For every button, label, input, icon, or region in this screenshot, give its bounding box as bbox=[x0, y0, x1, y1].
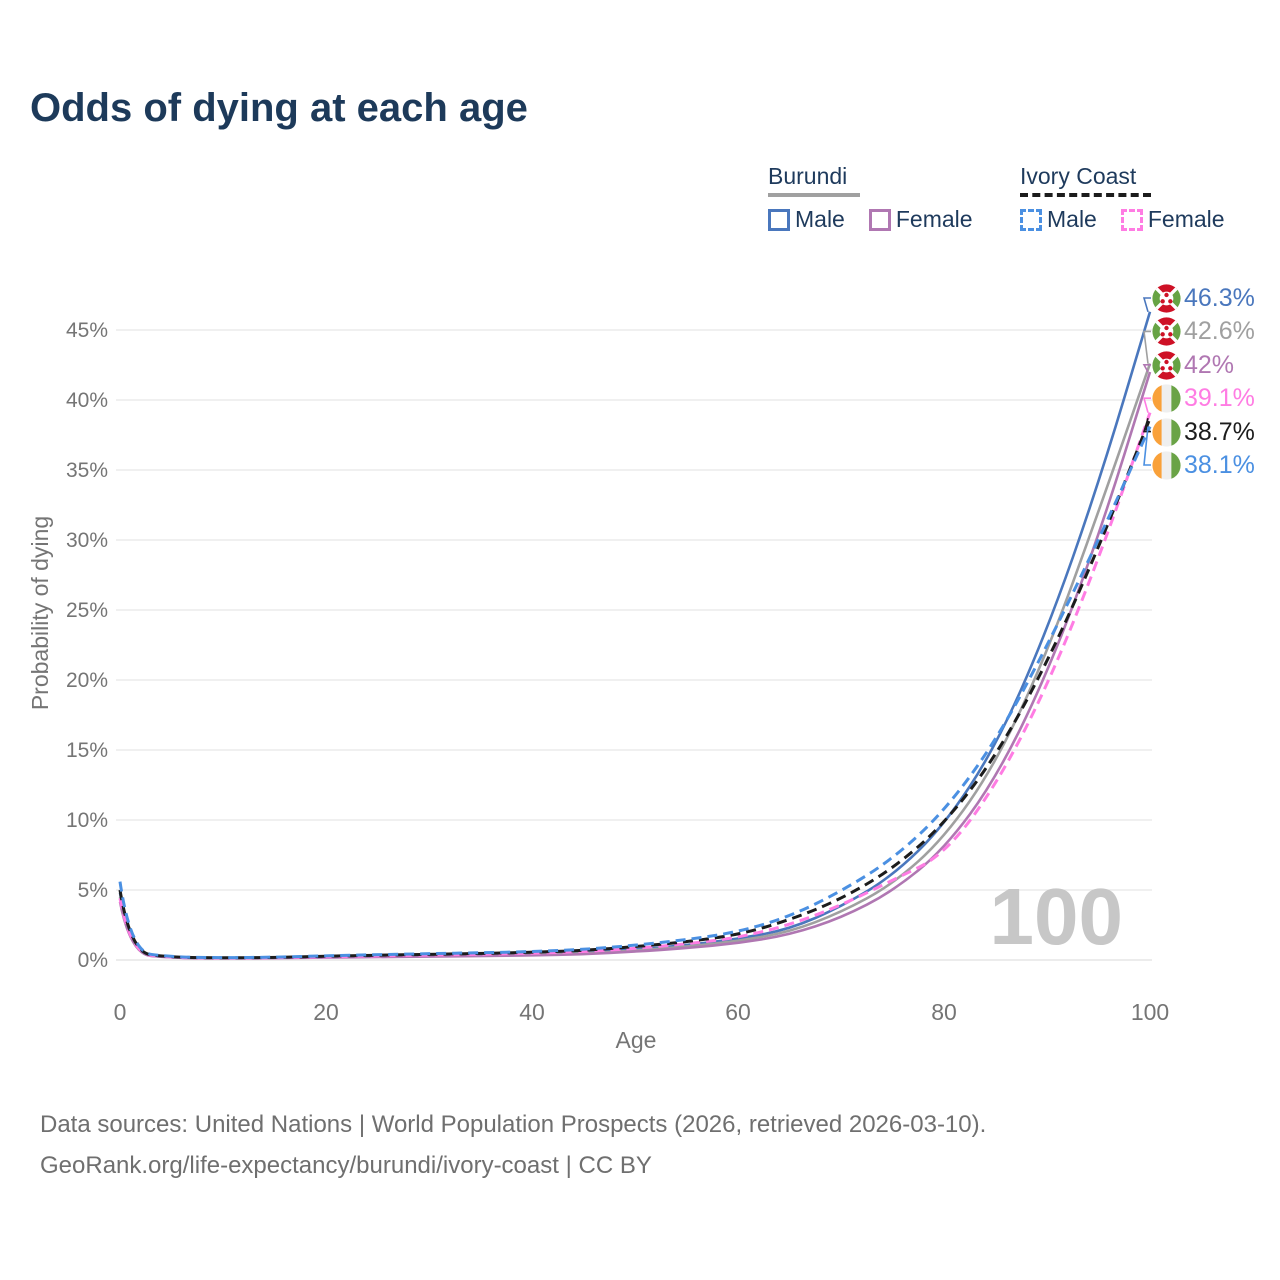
burundi-flag-icon bbox=[1152, 283, 1181, 313]
burundi-line-style-swatch bbox=[768, 193, 860, 197]
footer-link[interactable]: GeoRank.org/life-expectancy/burundi/ivor… bbox=[40, 1152, 652, 1179]
end-label-ivory-coast-male[interactable]: 38.1% bbox=[1152, 450, 1255, 480]
y-axis-title: Probability of dying bbox=[27, 516, 53, 710]
y-tick-label: 25% bbox=[66, 599, 108, 622]
label-connector-burundi-female bbox=[1142, 364, 1151, 373]
label-connector-ivory-coast-female bbox=[1142, 397, 1151, 413]
burundi-flag-icon bbox=[1152, 316, 1181, 346]
series-line-burundi-female[interactable] bbox=[118, 371, 1152, 960]
label-connector-ivory-coast-male bbox=[1143, 426, 1151, 466]
y-tick-label: 5% bbox=[78, 879, 108, 902]
series-line-burundi-both[interactable] bbox=[118, 363, 1152, 960]
y-tick-label: 30% bbox=[66, 529, 108, 552]
y-tick-label: 0% bbox=[78, 949, 108, 972]
end-label-ivory-coast-both[interactable]: 38.7% bbox=[1152, 417, 1255, 447]
legend-group-ivory-coast: Ivory Coast Male Female bbox=[1020, 163, 1249, 233]
end-label-value: 39.1% bbox=[1184, 383, 1255, 412]
legend-items-burundi: Male Female bbox=[768, 206, 997, 233]
burundi-male-swatch[interactable] bbox=[768, 208, 790, 231]
x-tick-label: 40 bbox=[519, 999, 545, 1025]
ivory-coast-male-swatch[interactable] bbox=[1020, 208, 1042, 231]
end-label-value: 46.3% bbox=[1184, 283, 1255, 312]
gridlines bbox=[116, 329, 1152, 961]
ivory-coast-flag-icon bbox=[1152, 450, 1181, 480]
ivory-coast-female-swatch[interactable] bbox=[1120, 208, 1143, 231]
x-tick-label: 60 bbox=[725, 999, 751, 1025]
y-tick-label: 35% bbox=[66, 459, 108, 482]
legend-country-ivory-coast[interactable]: Ivory Coast bbox=[1020, 163, 1137, 189]
end-label-value: 38.1% bbox=[1184, 450, 1255, 479]
x-tick-label: 20 bbox=[313, 999, 339, 1025]
chart-canvas: 100 0% 5% 10% 15% 20% 25% 30% 35% 40% 45% 0 20 40 60 8… bbox=[27, 297, 1169, 1053]
footer-sources: Data sources: United Nations | World Pop… bbox=[40, 1111, 987, 1138]
x-tick-label: 80 bbox=[931, 999, 957, 1025]
end-label-burundi-female[interactable]: 42% bbox=[1152, 350, 1234, 380]
ivory-coast-line-style-swatch bbox=[1020, 193, 1151, 197]
ivory-coast-male-label[interactable]: Male bbox=[1047, 206, 1097, 232]
x-axis-title: Age bbox=[616, 1027, 657, 1053]
label-connector-burundi-both bbox=[1143, 330, 1151, 364]
series-line-ivory-coast-male[interactable] bbox=[118, 425, 1152, 960]
y-tick-label: 45% bbox=[66, 319, 108, 342]
series-line-ivory-coast-female[interactable] bbox=[118, 412, 1152, 960]
end-label-value: 42.6% bbox=[1184, 316, 1255, 345]
page-title: Odds of dying at each age bbox=[30, 86, 528, 130]
legend-group-burundi: Burundi Male Female bbox=[768, 163, 997, 233]
end-label-value: 38.7% bbox=[1184, 417, 1255, 446]
series-line-burundi-male[interactable] bbox=[118, 311, 1152, 960]
ivory-coast-flag-icon bbox=[1152, 417, 1181, 447]
y-tick-label: 15% bbox=[66, 739, 108, 762]
burundi-flag-icon bbox=[1152, 350, 1181, 380]
end-label-burundi-male[interactable]: 46.3% bbox=[1152, 283, 1255, 313]
y-tick-label: 10% bbox=[66, 809, 108, 832]
label-connector-ivory-coast-both bbox=[1142, 417, 1151, 433]
axis-ticks: 0% 5% 10% 15% 20% 25% 30% 35% 40% 45% 0 20 40 60 80 100 bbox=[66, 319, 1169, 1025]
y-tick-label: 40% bbox=[66, 389, 108, 412]
label-connector-burundi-male bbox=[1142, 297, 1151, 313]
label-connectors bbox=[1142, 297, 1151, 466]
y-tick-label: 20% bbox=[66, 669, 108, 692]
legend-items-ivory-coast: Male Female bbox=[1020, 206, 1249, 233]
burundi-female-swatch[interactable] bbox=[868, 208, 891, 231]
footer: Data sources: United Nations | World Pop… bbox=[40, 1104, 986, 1186]
ivory-coast-female-label[interactable]: Female bbox=[1147, 206, 1225, 232]
x-tick-label: 100 bbox=[1131, 999, 1169, 1025]
series-lines bbox=[118, 311, 1152, 960]
x-tick-label: 0 bbox=[114, 999, 127, 1025]
end-label-burundi-both[interactable]: 42.6% bbox=[1152, 316, 1255, 346]
end-label-ivory-coast-female[interactable]: 39.1% bbox=[1152, 383, 1255, 413]
end-label-value: 42% bbox=[1184, 350, 1235, 379]
burundi-male-label[interactable]: Male bbox=[795, 206, 845, 232]
age-watermark: 100 bbox=[990, 872, 1123, 961]
ivory-coast-flag-icon bbox=[1152, 383, 1181, 413]
legend-country-burundi[interactable]: Burundi bbox=[768, 163, 848, 189]
burundi-female-label[interactable]: Female bbox=[895, 206, 973, 232]
